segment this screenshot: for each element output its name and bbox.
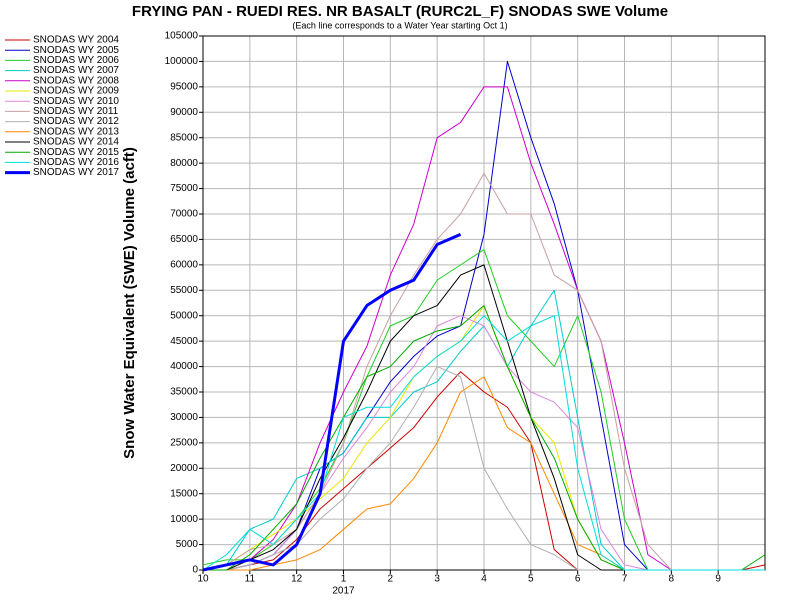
x-tick-label: 12 xyxy=(291,574,303,585)
y-tick-label: 70000 xyxy=(170,209,198,220)
y-tick-label: 60000 xyxy=(170,259,198,270)
y-tick-label: 10000 xyxy=(170,514,198,525)
y-tick-label: 40000 xyxy=(170,361,198,372)
legend-label: SNODAS WY 2015 xyxy=(33,147,119,158)
legend-label: SNODAS WY 2010 xyxy=(33,96,119,107)
x-tick-label: 6 xyxy=(575,574,581,585)
legend-label: SNODAS WY 2006 xyxy=(33,55,119,66)
y-tick-label: 100000 xyxy=(165,56,199,67)
legend-label: SNODAS WY 2017 xyxy=(33,167,119,178)
x-tick-label: 10 xyxy=(197,574,209,585)
x-tick-label: 7 xyxy=(622,574,628,585)
legend-label: SNODAS WY 2016 xyxy=(33,157,119,168)
x-tick-label: 4 xyxy=(481,574,487,585)
x-tick-label: 8 xyxy=(669,574,675,585)
legend-label: SNODAS WY 2004 xyxy=(33,35,119,46)
year-label: 2017 xyxy=(332,586,355,597)
y-axis-label: Snow Water Equivalent (SWE) Volume (acft… xyxy=(121,147,138,459)
y-tick-label: 105000 xyxy=(165,31,199,42)
y-tick-label: 15000 xyxy=(170,488,198,499)
y-tick-label: 55000 xyxy=(170,285,198,296)
x-tick-label: 9 xyxy=(715,574,721,585)
y-tick-label: 45000 xyxy=(170,336,198,347)
x-tick-label: 2 xyxy=(388,574,394,585)
y-tick-label: 20000 xyxy=(170,463,198,474)
y-tick-label: 0 xyxy=(192,565,198,576)
legend-label: SNODAS WY 2014 xyxy=(33,137,119,148)
legend-label: SNODAS WY 2011 xyxy=(33,106,119,117)
y-tick-label: 65000 xyxy=(170,234,198,245)
series-line xyxy=(202,315,765,571)
chart-title: FRYING PAN - RUEDI RES. NR BASALT (RURC2… xyxy=(132,3,668,20)
y-tick-label: 25000 xyxy=(170,437,198,448)
x-tick-label: 3 xyxy=(434,574,440,585)
x-tick-label: 11 xyxy=(245,574,256,585)
y-tick-label: 85000 xyxy=(170,132,198,143)
legend-label: SNODAS WY 2005 xyxy=(33,45,119,56)
y-tick-label: 5000 xyxy=(176,539,199,550)
legend-label: SNODAS WY 2007 xyxy=(33,65,119,76)
y-tick-label: 95000 xyxy=(170,81,198,92)
plot-border xyxy=(202,35,766,571)
y-tick-label: 80000 xyxy=(170,158,198,169)
legend-label: SNODAS WY 2013 xyxy=(33,126,119,137)
x-tick-label: 5 xyxy=(528,574,534,585)
legend-label: SNODAS WY 2012 xyxy=(33,116,119,127)
y-tick-label: 90000 xyxy=(170,107,198,118)
y-tick-label: 35000 xyxy=(170,387,198,398)
y-tick-label: 50000 xyxy=(170,310,198,321)
y-tick-label: 75000 xyxy=(170,183,198,194)
legend-label: SNODAS WY 2009 xyxy=(33,86,119,97)
chart-subtitle: (Each line corresponds to a Water Year s… xyxy=(292,20,507,30)
series-line xyxy=(202,232,462,572)
legend-label: SNODAS WY 2008 xyxy=(33,75,119,86)
x-tick-label: 1 xyxy=(341,574,347,585)
y-tick-label: 30000 xyxy=(170,412,198,423)
